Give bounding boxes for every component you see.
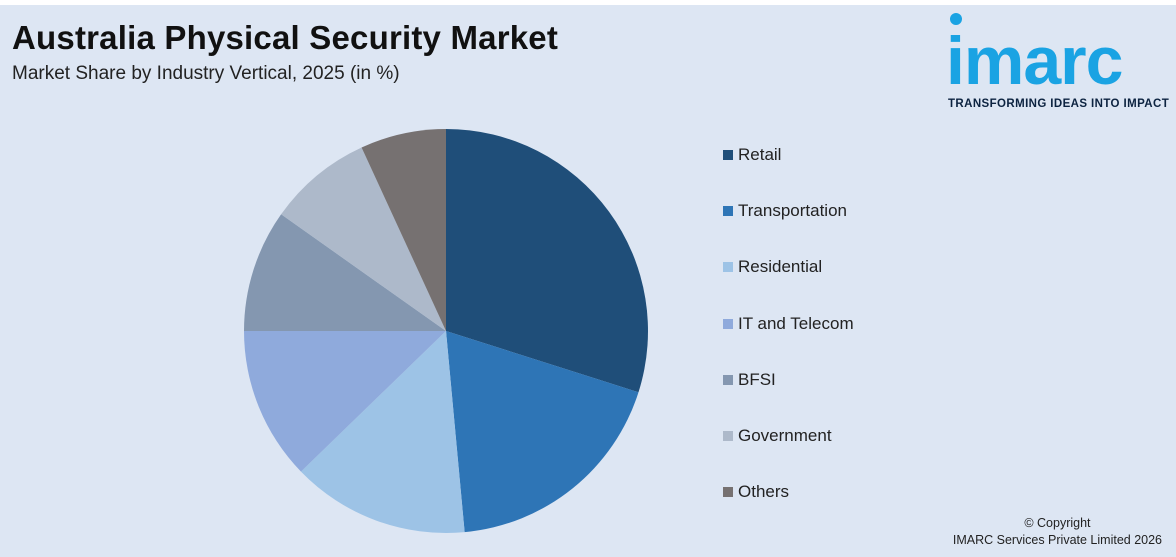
pie-slice-transportation xyxy=(446,331,639,533)
pie-slice-it-and-telecom xyxy=(244,331,446,472)
pie-slice-retail xyxy=(446,129,648,393)
copyright-line-2: IMARC Services Private Limited 2026 xyxy=(952,533,1162,547)
pie-slice-government xyxy=(281,147,446,331)
logo-wordmark: imarc xyxy=(946,23,1123,99)
legend-swatch xyxy=(723,318,733,329)
chart-frame: Australia Physical Security Market Marke… xyxy=(0,5,1176,557)
legend-swatch xyxy=(723,374,733,385)
legend-item-government: Government xyxy=(723,424,832,448)
legend-item-retail: Retail xyxy=(723,143,781,167)
pie-slice-bfsi xyxy=(244,214,446,331)
legend-label: IT and Telecom xyxy=(738,313,854,333)
legend-swatch xyxy=(723,431,733,441)
legend-swatch xyxy=(723,206,733,217)
legend-item-it-and-telecom: IT and Telecom xyxy=(723,312,854,336)
legend-swatch xyxy=(723,150,733,160)
copyright: © Copyright IMARC Services Private Limit… xyxy=(953,515,1162,549)
pie-chart xyxy=(244,129,648,534)
chart-title: Australia Physical Security Market xyxy=(12,19,559,56)
logo-dot-icon xyxy=(950,13,962,25)
pie-slice-others xyxy=(361,129,446,331)
legend-item-transportation: Transportation xyxy=(723,199,847,223)
legend-item-bfsi: BFSI xyxy=(723,368,776,392)
legend-item-others: Others xyxy=(723,480,789,504)
legend-label: Government xyxy=(738,426,832,445)
legend-swatch xyxy=(723,487,733,498)
legend-label: Residential xyxy=(738,257,823,277)
logo-tagline: TRANSFORMING IDEAS INTO IMPACT xyxy=(948,98,1170,110)
legend-label: Others xyxy=(738,482,790,502)
chart-subtitle: Market Share by Industry Vertical, 2025 … xyxy=(12,63,400,84)
imarc-logo: imarc TRANSFORMING IDEAS INTO IMPACT xyxy=(940,13,1172,113)
legend-label: Transportation xyxy=(738,201,847,221)
legend-item-residential: Residential xyxy=(723,255,822,279)
legend-label: Retail xyxy=(738,145,782,164)
legend-swatch xyxy=(723,262,733,273)
copyright-line-1: © Copyright xyxy=(1024,516,1091,530)
pie-slice-residential xyxy=(300,331,465,534)
legend-label: BFSI xyxy=(738,369,776,389)
